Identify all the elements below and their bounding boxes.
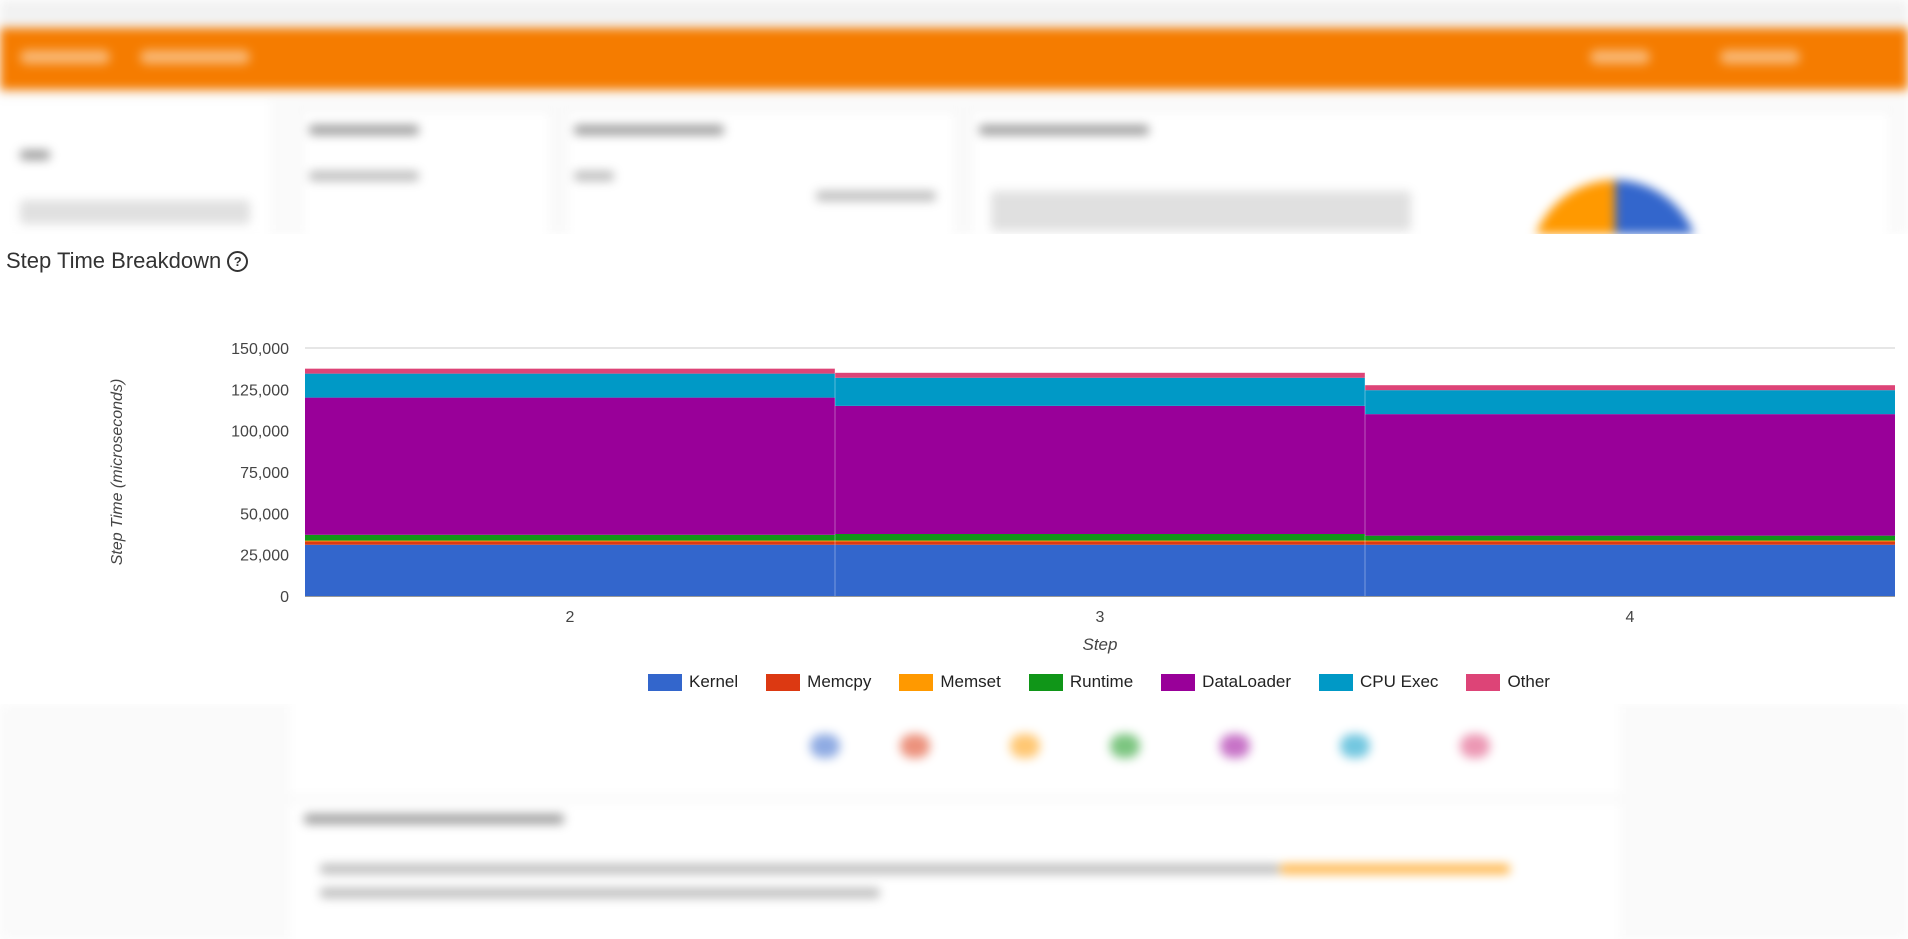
- sidebar: [0, 100, 270, 234]
- x-tick-label: 2: [566, 609, 575, 626]
- y-tick-label: 125,000: [231, 382, 289, 399]
- legend-label: Kernel: [689, 672, 739, 691]
- legend-item-dataloader[interactable]: DataLoader: [1161, 672, 1291, 692]
- legend-swatch: [1466, 673, 1501, 691]
- area-segment-cpu-exec: [835, 377, 1365, 406]
- area-segment-kernel: [1365, 544, 1895, 596]
- y-tick-label: 50,000: [240, 506, 289, 523]
- area-segment-cpu-exec: [305, 373, 835, 398]
- legend-swatch: [1319, 673, 1354, 691]
- area-segment-other: [1365, 385, 1895, 391]
- legend-label: Runtime: [1069, 672, 1134, 691]
- area-segment-dataloader: [305, 397, 835, 535]
- area-segment-memcpy: [305, 541, 835, 545]
- area-segment-memset: [1365, 540, 1895, 542]
- area-segment-runtime: [835, 534, 1365, 541]
- x-axis-title: Step: [1083, 635, 1118, 654]
- area-segment-other: [305, 368, 835, 374]
- y-axis-title: Step Time (microseconds): [109, 379, 126, 566]
- chart-legend: Kernel Memcpy Memset Runtime DataLoader CPU E…: [0, 670, 1908, 694]
- area-segment-kernel: [305, 544, 835, 596]
- area-segment-memset: [835, 540, 1365, 542]
- legend-item-cpu-exec[interactable]: CPU Exec: [1319, 672, 1438, 692]
- area-segment-cpu-exec: [1365, 390, 1895, 415]
- area-segment-kernel: [835, 544, 1365, 596]
- area-segment-dataloader: [1365, 414, 1895, 536]
- legend-item-runtime[interactable]: Runtime: [1028, 672, 1134, 692]
- legend-label: Other: [1507, 672, 1550, 691]
- legend-swatch: [1028, 673, 1063, 691]
- y-tick-label: 75,000: [240, 465, 289, 482]
- background-dashboard-bottom: [0, 704, 1908, 939]
- background-dashboard-top: [0, 0, 1908, 234]
- legend-item-memset[interactable]: Memset: [899, 672, 1001, 692]
- configuration-card: [300, 110, 552, 234]
- legend-item-other[interactable]: Other: [1466, 672, 1550, 692]
- x-tick-label: 3: [1096, 609, 1105, 626]
- legend-panel: [290, 704, 1620, 794]
- app-toolbar: [0, 28, 1908, 90]
- legend-item-kernel[interactable]: Kernel: [648, 672, 738, 692]
- legend-swatch: [648, 673, 683, 691]
- browser-bar: [0, 0, 1908, 28]
- area-segment-other: [835, 372, 1365, 378]
- chart-title-row: Step Time Breakdown ?: [6, 248, 249, 274]
- legend-swatch: [766, 673, 801, 691]
- area-segment-memcpy: [835, 541, 1365, 545]
- area-segment-runtime: [1365, 535, 1895, 541]
- area-segment-runtime: [305, 534, 835, 541]
- y-tick-label: 150,000: [231, 341, 289, 358]
- legend-label: CPU Exec: [1360, 672, 1439, 691]
- area-segment-memset: [305, 540, 835, 542]
- y-tick-label: 100,000: [231, 424, 289, 441]
- help-circle-icon[interactable]: ?: [227, 250, 249, 272]
- y-tick-label: 25,000: [240, 548, 289, 565]
- legend-label: DataLoader: [1202, 672, 1292, 691]
- step-time-chart: 0 25,000 50,000 75,000 100,000 125,000 150,000…: [109, 341, 1895, 654]
- legend-swatch: [1161, 673, 1196, 691]
- y-tick-label: 0: [280, 589, 289, 606]
- legend-label: Memcpy: [807, 672, 872, 691]
- recommendation-panel: [290, 804, 1620, 939]
- legend-item-memcpy[interactable]: Memcpy: [766, 672, 871, 692]
- chart-title: Step Time Breakdown: [6, 248, 222, 273]
- area-segment-memcpy: [1365, 541, 1895, 545]
- step-time-breakdown-panel: Step Time Breakdown ? 0 25,000 50,000 75,00…: [0, 234, 1908, 704]
- execution-summary-card: [970, 110, 1892, 234]
- x-tick-label: 4: [1626, 609, 1635, 626]
- legend-swatch: [899, 673, 934, 691]
- legend-label: Memset: [940, 672, 1001, 691]
- area-segment-dataloader: [835, 405, 1365, 534]
- gpu-summary-card: [565, 110, 957, 234]
